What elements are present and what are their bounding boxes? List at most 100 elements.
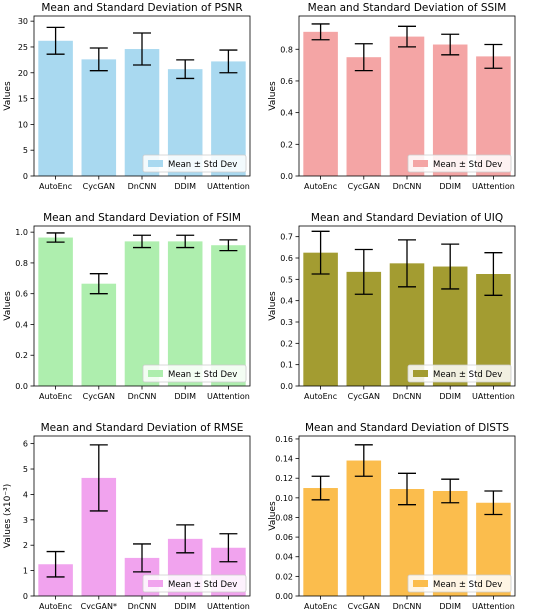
y-tick-label: 0.06 (275, 533, 293, 542)
error-bar (354, 248, 373, 295)
legend-label: Mean ± Std Dev (168, 580, 237, 590)
error-bar (46, 232, 65, 243)
error-bar (176, 59, 195, 80)
bar-cycgan (346, 57, 382, 176)
chart-title: Mean and Standard Deviation of UIQ (311, 212, 503, 224)
y-tick-label: 4 (23, 490, 28, 499)
y-tick-label: 0.12 (275, 474, 293, 483)
legend-swatch (148, 580, 163, 587)
legend-swatch (413, 160, 428, 167)
x-tick-label: UAttention (472, 602, 515, 609)
legend-swatch (148, 160, 163, 167)
x-tick-label: CycGAN (83, 392, 115, 401)
y-tick-label: 0.8 (280, 45, 293, 54)
x-tick-label: CycGAN (83, 182, 115, 191)
x-tick-label: AutoEnc (39, 392, 72, 401)
y-tick-label: 0.6 (280, 254, 293, 263)
x-tick-label: DnCNN (393, 182, 422, 191)
error-bar (441, 478, 460, 504)
y-tick-label: 0.4 (15, 320, 28, 329)
y-tick-label: 0.2 (15, 351, 28, 360)
y-tick-label: 0.8 (15, 259, 28, 268)
chart-panel-2: Mean and Standard Deviation of SSIM Value… (268, 2, 516, 191)
x-tick-label: DDIM (174, 182, 196, 191)
bar-cycgan (81, 283, 117, 386)
legend-box (142, 574, 247, 593)
x-tick-label: DnCNN (128, 392, 157, 401)
error-bar (398, 25, 416, 48)
x-tick-label: DnCNN (128, 602, 157, 609)
plot-frame (298, 15, 516, 177)
y-tick-label: 0.0 (15, 382, 28, 391)
x-tick-label: DnCNN (128, 182, 157, 191)
error-bar (354, 444, 373, 477)
bar-dncnn (124, 241, 160, 386)
y-tick-label: 2 (23, 541, 28, 550)
bar-autoenc (303, 252, 338, 386)
error-bar (219, 49, 238, 74)
y-axis-label: Values (3, 81, 13, 111)
y-tick-label: 0.2 (280, 140, 293, 149)
x-tick-label: DDIM (439, 602, 461, 609)
y-tick-label: 1 (23, 567, 28, 576)
legend: Mean ± Std Dev (407, 154, 512, 173)
y-tick-label: 0.1 (280, 361, 293, 370)
y-tick-label: 0.2 (280, 339, 293, 348)
error-bar (398, 472, 416, 506)
error-bar (311, 23, 330, 41)
legend-label: Mean ± Std Dev (168, 160, 237, 170)
bar-autoenc (303, 488, 338, 596)
x-tick-label: UAttention (207, 602, 250, 609)
x-tick-label: UAttention (207, 392, 250, 401)
error-bar (89, 444, 108, 512)
error-bar (484, 43, 503, 69)
x-tick-label: UAttention (472, 182, 515, 191)
plot-frame (33, 435, 251, 597)
error-bar (133, 543, 151, 573)
y-tick-label: 5 (23, 465, 28, 474)
bar-ddim (167, 241, 203, 386)
error-bar (176, 234, 195, 249)
chart-panel-5: Mean and Standard Deviation of RMSE Value… (3, 422, 251, 611)
legend-box (142, 154, 247, 173)
x-tick-label: DDIM (439, 182, 461, 191)
x-tick-label: UAttention (207, 182, 250, 191)
y-tick-label: 20 (18, 69, 28, 78)
chart-title: Mean and Standard Deviation of SSIM (308, 2, 507, 14)
x-tick-label: DDIM (174, 602, 196, 609)
y-tick-label: 0.0 (280, 172, 293, 181)
y-axis-label: Values (268, 501, 278, 531)
legend: Mean ± Std Dev (142, 154, 247, 173)
legend-swatch (148, 370, 163, 377)
y-tick-label: 1.0 (15, 228, 28, 237)
x-tick-label: AutoEnc (304, 392, 337, 401)
y-axis-label: Values (3, 291, 13, 321)
bar-dncnn (389, 36, 425, 177)
legend-box (407, 364, 512, 383)
error-bar (46, 26, 65, 55)
y-tick-label: 0.3 (280, 318, 293, 327)
error-bar (441, 243, 460, 290)
bar-cycgan (346, 460, 382, 596)
y-axis-label: Values (x10⁻³) (3, 484, 13, 548)
legend: Mean ± Std Dev (142, 364, 247, 383)
y-tick-label: 25 (18, 43, 28, 52)
plot-frame (33, 15, 251, 177)
error-bar (398, 239, 416, 288)
x-tick-label: AutoEnc (304, 602, 337, 609)
y-tick-label: 0.02 (275, 572, 293, 581)
x-tick-label: UAttention (472, 392, 515, 401)
plot-frame (33, 225, 251, 387)
x-tick-label: AutoEnc (304, 182, 337, 191)
x-tick-label: CycGAN (348, 182, 380, 191)
chart-panel-1: Mean and Standard Deviation of PSNR Value… (3, 2, 251, 191)
legend: Mean ± Std Dev (142, 574, 247, 593)
plot-frame (298, 225, 516, 387)
error-bar (311, 230, 330, 275)
error-bar (176, 524, 195, 554)
error-bar (46, 550, 65, 578)
legend-label: Mean ± Std Dev (433, 370, 502, 380)
y-tick-label: 0.4 (280, 109, 293, 118)
